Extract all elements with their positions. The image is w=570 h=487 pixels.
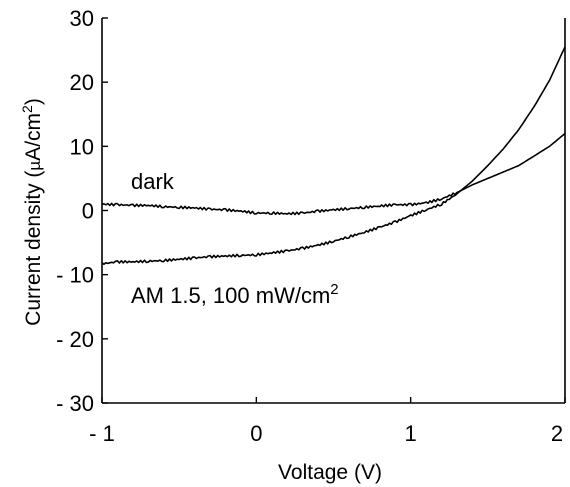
annotation-illumination: AM 1.5, 100 mW/cm2 (131, 281, 339, 308)
x-axis: - 1 0 1 2 (89, 397, 566, 446)
y-axis-label-suffix: ) (22, 98, 45, 105)
y-axis: 30 20 10 0 - 10 - 20 - 30 (56, 6, 108, 416)
x-axis-label: Voltage (V) (278, 461, 382, 484)
y-tick-label: - 10 (56, 263, 94, 288)
annotation-illumination-sup: 2 (330, 281, 338, 298)
y-axis-label: Current density (µA/cm2) (19, 98, 45, 326)
y-tick-label: - 20 (56, 327, 94, 352)
x-tick-label: - 1 (89, 421, 115, 446)
y-tick-label: 20 (70, 70, 94, 95)
x-tick-label: 1 (405, 421, 417, 446)
plot-frame (101, 18, 566, 404)
y-axis-label-prefix: Current density ( (22, 171, 45, 326)
y-tick-label: 0 (82, 199, 94, 224)
y-tick-label: - 30 (56, 391, 94, 416)
y-axis-label-unit: A/cm (22, 113, 45, 161)
y-tick-label: 30 (70, 6, 94, 31)
y-axis-label-mu: µ (25, 161, 44, 171)
annotation-dark: dark (131, 169, 175, 194)
x-tick-label: 0 (250, 421, 262, 446)
annotation-illumination-text: AM 1.5, 100 mW/cm (131, 283, 330, 308)
y-axis-label-sup: 2 (19, 105, 35, 113)
dark-curve (101, 132, 566, 216)
illuminated-curve (101, 46, 566, 266)
y-tick-label: 10 (70, 134, 94, 159)
x-tick-label: 2 (551, 421, 563, 446)
plot-curves (101, 46, 566, 266)
